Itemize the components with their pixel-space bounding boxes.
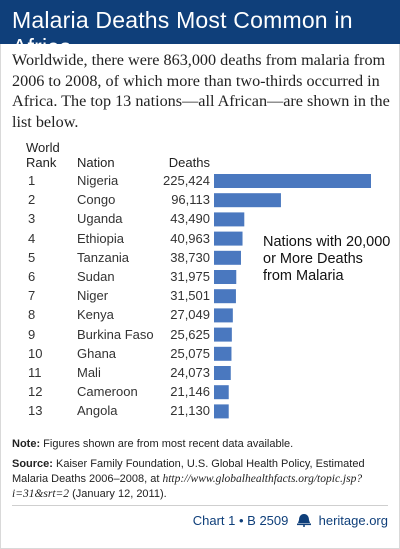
row-rank: 10 xyxy=(28,345,43,361)
row-deaths: 38,730 xyxy=(170,249,210,265)
bar-angola xyxy=(214,404,229,419)
chart-reference: Chart 1 • B 2509 xyxy=(192,513,289,528)
source-url[interactable]: http://www.globalhealthfacts.org/topic.j… xyxy=(12,473,363,500)
column-header-rank: World Rank xyxy=(26,140,60,170)
source-text: Kaiser Family Foundation, U.S. Global He… xyxy=(12,458,365,485)
row-deaths: 40,963 xyxy=(170,230,210,246)
row-rank: 2 xyxy=(28,192,36,208)
note-text: Figures shown are from most recent data … xyxy=(40,438,294,450)
row-nation: Sudan xyxy=(77,269,115,284)
heritage-bell-icon xyxy=(296,513,312,530)
row-rank: 13 xyxy=(28,403,43,419)
title-bar: Malaria Deaths Most Common in Africa xyxy=(0,0,400,60)
callout-label: Nations with 20,000 or More Deaths from … xyxy=(263,234,391,284)
bar-cameroon xyxy=(214,385,229,400)
bar-ethiopia xyxy=(214,231,243,246)
bar-tanzania xyxy=(214,250,241,265)
bar-kenya xyxy=(214,308,233,323)
row-deaths: 43,490 xyxy=(170,211,210,227)
bar-uganda xyxy=(214,212,245,227)
note: Note: Figures shown are from most recent… xyxy=(12,438,293,450)
chart-title: Malaria Deaths Most Common in Africa xyxy=(12,7,353,60)
bar-nigeria xyxy=(214,174,371,188)
row-rank: 7 xyxy=(28,288,36,304)
source-date: (January 12, 2011). xyxy=(69,488,167,500)
row-nation: Congo xyxy=(77,192,116,208)
row-deaths: 25,625 xyxy=(170,326,210,342)
row-rank: 3 xyxy=(28,211,36,227)
row-nation: Nigeria xyxy=(77,173,119,188)
row-deaths: 31,501 xyxy=(170,288,210,304)
bar-ghana xyxy=(214,346,232,361)
row-deaths: 27,049 xyxy=(170,307,210,323)
row-deaths: 96,113 xyxy=(171,192,210,208)
row-rank: 11 xyxy=(28,365,42,380)
row-rank: 9 xyxy=(28,326,36,342)
row-deaths: 21,146 xyxy=(170,384,210,400)
row-nation: Mali xyxy=(77,365,101,380)
row-rank: 5 xyxy=(28,249,36,265)
bar-niger xyxy=(214,289,236,304)
row-rank: 1 xyxy=(28,173,36,188)
source-label: Source: xyxy=(12,458,53,470)
bar-mali xyxy=(214,366,231,380)
row-nation: Uganda xyxy=(77,211,123,227)
column-header-rank-line1: World xyxy=(26,140,60,155)
row-rank: 8 xyxy=(28,307,36,323)
row-deaths: 25,075 xyxy=(170,345,210,361)
footer-divider xyxy=(12,505,388,506)
row-nation: Kenya xyxy=(77,307,114,323)
row-rank: 6 xyxy=(28,269,36,284)
intro-text: Worldwide, there were 863,000 deaths fro… xyxy=(12,51,390,131)
bar-sudan xyxy=(214,270,237,284)
row-nation: Cameroon xyxy=(77,384,138,400)
row-nation: Burkina Faso xyxy=(77,326,154,342)
column-header-deaths: Deaths xyxy=(168,155,210,170)
row-deaths: 31,975 xyxy=(170,269,210,284)
bar-congo xyxy=(214,193,281,208)
footer: Chart 1 • B 2509 heritage.org xyxy=(193,513,388,530)
row-deaths: 21,130 xyxy=(170,403,210,419)
row-rank: 4 xyxy=(28,230,36,246)
row-nation: Ethiopia xyxy=(77,230,124,246)
column-header-rank-line2: Rank xyxy=(26,155,57,170)
note-label: Note: xyxy=(12,438,41,450)
row-nation: Niger xyxy=(77,288,109,304)
row-deaths: 225,424 xyxy=(163,173,210,188)
bar-burkina-faso xyxy=(214,327,232,342)
row-nation: Ghana xyxy=(77,345,117,361)
row-deaths: 24,073 xyxy=(170,365,210,380)
site-link[interactable]: heritage.org xyxy=(318,513,388,528)
row-nation: Tanzania xyxy=(77,249,130,265)
source: Source: Kaiser Family Foundation, U.S. G… xyxy=(12,457,392,502)
column-header-nation: Nation xyxy=(77,155,115,170)
row-nation: Angola xyxy=(77,403,118,419)
row-rank: 12 xyxy=(28,384,43,400)
